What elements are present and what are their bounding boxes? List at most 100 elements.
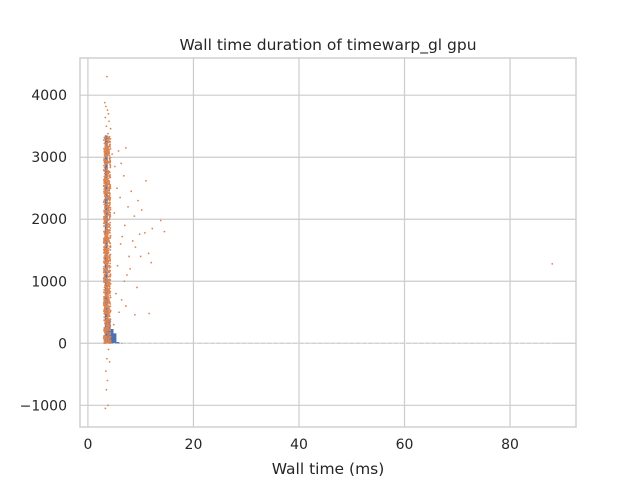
scatter-point xyxy=(120,342,122,344)
scatter-point xyxy=(105,295,107,297)
scatter-point xyxy=(105,251,107,254)
scatter-point xyxy=(105,298,108,301)
scatter-point xyxy=(105,318,108,321)
scatter-point xyxy=(105,125,108,128)
scatter-point xyxy=(106,167,109,169)
scatter-point xyxy=(518,342,521,344)
scatter-point xyxy=(322,342,324,344)
scatter-point xyxy=(398,342,400,344)
scatter-point xyxy=(105,302,108,305)
scatter-point xyxy=(109,246,112,249)
scatter-point xyxy=(105,304,108,307)
scatter-point xyxy=(107,186,109,189)
scatter-point xyxy=(147,252,150,255)
scatter-point xyxy=(104,134,107,137)
scatter-point xyxy=(272,342,274,344)
scatter-point xyxy=(106,143,109,146)
scatter-point xyxy=(104,272,107,275)
scatter-point xyxy=(103,181,106,184)
scatter-point xyxy=(106,379,109,382)
scatter-point xyxy=(126,274,128,276)
scatter-point xyxy=(265,342,267,344)
scatter-point xyxy=(103,279,105,282)
y-tick-label: 2000 xyxy=(31,212,67,228)
scatter-point xyxy=(102,139,105,141)
scatter-point xyxy=(108,292,111,295)
scatter-point xyxy=(234,342,236,344)
scatter-point xyxy=(136,286,138,289)
scatter-point xyxy=(107,249,110,252)
scatter-point xyxy=(105,262,108,264)
scatter-point xyxy=(360,342,362,344)
x-tick-label: 40 xyxy=(290,437,308,453)
scatter-point xyxy=(108,176,111,179)
scatter-point xyxy=(106,223,109,226)
scatter-point xyxy=(106,228,109,231)
scatter-point xyxy=(189,342,191,344)
scatter-point xyxy=(104,253,107,256)
scatter-point xyxy=(104,342,107,344)
scatter-point xyxy=(103,232,106,234)
scatter-point xyxy=(109,245,112,247)
scatter-point xyxy=(103,175,106,178)
scatter-point xyxy=(107,205,109,208)
scatter-point xyxy=(109,274,112,276)
scatter-point xyxy=(104,249,107,252)
scatter-point xyxy=(106,163,109,166)
scatter-point xyxy=(104,407,107,410)
scatter-point xyxy=(106,146,109,149)
scatter-point xyxy=(108,223,111,226)
scatter-point xyxy=(103,242,105,245)
scatter-point xyxy=(109,221,112,224)
scatter-point xyxy=(103,166,106,169)
scatter-point xyxy=(107,237,110,240)
scatter-point xyxy=(259,342,261,344)
scatter-point xyxy=(103,262,106,265)
scatter-point xyxy=(108,231,111,234)
scatter-point xyxy=(105,152,107,154)
scatter-point xyxy=(107,404,109,407)
scatter-point xyxy=(109,234,112,237)
scatter-point xyxy=(109,248,112,251)
scatter-point xyxy=(145,179,147,182)
scatter-point xyxy=(107,331,109,334)
scatter-point xyxy=(163,230,166,233)
scatter-point xyxy=(104,370,107,373)
scatter-point xyxy=(392,342,394,344)
scatter-point xyxy=(107,172,110,175)
scatter-point xyxy=(108,194,111,197)
scatter-point xyxy=(104,209,107,212)
scatter-point xyxy=(140,209,143,211)
scatter-point xyxy=(109,309,112,312)
scatter-point xyxy=(103,338,106,340)
scatter-point xyxy=(103,220,106,223)
scatter-point xyxy=(531,342,533,344)
scatter-point xyxy=(474,342,476,344)
scatter-point xyxy=(106,325,108,327)
scatter-point xyxy=(105,190,108,192)
scatter-point xyxy=(107,177,110,180)
scatter-point xyxy=(121,235,124,238)
scatter-point xyxy=(240,342,242,344)
scatter-point xyxy=(107,140,110,143)
scatter-point xyxy=(106,257,108,260)
scatter-point xyxy=(550,342,552,344)
scatter-point xyxy=(107,341,110,344)
scatter-points xyxy=(102,75,554,410)
scatter-point xyxy=(105,203,108,206)
scatter-point xyxy=(107,301,110,304)
scatter-point xyxy=(107,306,110,309)
scatter-point xyxy=(116,187,118,190)
scatter-point xyxy=(379,342,381,344)
scatter-point xyxy=(493,342,495,344)
scatter-point xyxy=(544,342,546,344)
scatter-point xyxy=(105,237,108,240)
scatter-point xyxy=(106,239,109,242)
scatter-point xyxy=(105,260,108,263)
scatter-point xyxy=(105,159,108,162)
scatter-point xyxy=(109,185,111,188)
scatter-point xyxy=(107,323,110,326)
scatter-point xyxy=(449,342,451,344)
scatter-point xyxy=(109,208,112,211)
scatter-point xyxy=(103,161,106,164)
